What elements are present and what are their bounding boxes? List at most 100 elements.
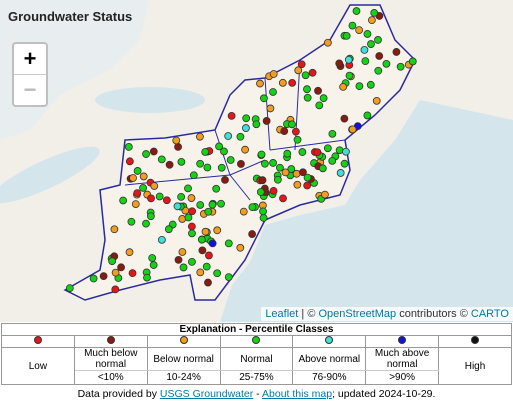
site-marker[interactable] — [119, 196, 128, 205]
site-marker[interactable] — [262, 117, 271, 125]
site-marker[interactable] — [187, 194, 196, 202]
site-marker[interactable] — [179, 263, 188, 272]
site-marker[interactable] — [256, 188, 265, 196]
site-marker[interactable] — [147, 194, 155, 203]
site-marker[interactable] — [177, 157, 186, 166]
site-marker[interactable] — [323, 144, 332, 153]
site-marker[interactable] — [363, 30, 372, 38]
site-marker[interactable] — [197, 235, 206, 244]
site-marker[interactable] — [184, 213, 193, 222]
site-marker[interactable] — [108, 257, 117, 266]
usgs-link[interactable]: USGS Groundwater — [159, 388, 254, 400]
site-marker[interactable] — [157, 235, 166, 244]
site-marker[interactable] — [204, 207, 213, 216]
site-marker[interactable] — [213, 269, 222, 278]
site-marker[interactable] — [133, 189, 142, 198]
site-marker[interactable] — [366, 80, 375, 89]
site-marker[interactable] — [111, 285, 120, 294]
site-marker[interactable] — [340, 114, 349, 123]
site-marker[interactable] — [239, 207, 248, 216]
site-marker[interactable] — [266, 104, 275, 113]
site-marker[interactable] — [198, 246, 207, 255]
site-marker[interactable] — [298, 148, 307, 156]
site-marker[interactable] — [340, 159, 349, 168]
site-marker[interactable] — [173, 202, 182, 211]
site-marker[interactable] — [252, 120, 261, 129]
site-marker[interactable] — [248, 230, 257, 238]
site-marker[interactable] — [321, 190, 329, 199]
site-marker[interactable] — [227, 111, 236, 120]
site-marker[interactable] — [291, 127, 300, 136]
site-marker[interactable] — [241, 145, 250, 154]
site-marker[interactable] — [382, 59, 391, 68]
site-marker[interactable] — [301, 71, 310, 80]
site-marker[interactable] — [188, 229, 196, 238]
site-marker[interactable] — [279, 194, 287, 203]
site-marker[interactable] — [133, 167, 142, 175]
site-marker[interactable] — [139, 172, 148, 181]
site-marker[interactable] — [297, 60, 306, 69]
site-marker[interactable] — [288, 120, 296, 129]
site-marker[interactable] — [149, 261, 158, 269]
site-marker[interactable] — [281, 168, 290, 177]
site-marker[interactable] — [174, 142, 182, 151]
site-marker[interactable] — [242, 124, 250, 132]
site-marker[interactable] — [273, 175, 282, 184]
site-marker[interactable] — [259, 214, 268, 222]
site-marker[interactable] — [260, 94, 268, 103]
site-marker[interactable] — [348, 125, 357, 134]
site-marker[interactable] — [372, 96, 381, 105]
site-marker[interactable] — [139, 184, 147, 192]
site-marker[interactable] — [348, 21, 357, 30]
site-marker[interactable] — [217, 199, 225, 208]
site-marker[interactable] — [339, 83, 348, 91]
site-marker[interactable] — [201, 148, 210, 156]
site-marker[interactable] — [65, 284, 74, 292]
site-marker[interactable] — [370, 8, 379, 17]
site-marker[interactable] — [303, 173, 312, 182]
site-marker[interactable] — [150, 182, 159, 190]
site-marker[interactable] — [220, 147, 228, 156]
site-marker[interactable] — [196, 268, 205, 277]
site-marker[interactable] — [280, 127, 289, 135]
site-marker[interactable] — [276, 163, 284, 172]
site-marker[interactable] — [111, 268, 120, 277]
site-marker[interactable] — [124, 142, 133, 151]
site-marker[interactable] — [142, 150, 150, 158]
site-marker[interactable] — [99, 272, 108, 281]
site-marker[interactable] — [217, 163, 226, 172]
site-marker[interactable] — [188, 257, 196, 266]
site-marker[interactable] — [204, 278, 212, 287]
site-marker[interactable] — [303, 93, 312, 102]
site-marker[interactable] — [293, 135, 302, 144]
site-marker[interactable] — [110, 225, 119, 234]
site-marker[interactable] — [261, 159, 269, 168]
about-link[interactable]: About this map — [262, 388, 333, 400]
site-marker[interactable] — [258, 176, 267, 185]
site-marker[interactable] — [259, 207, 267, 216]
site-marker[interactable] — [129, 174, 137, 182]
site-marker[interactable] — [89, 274, 98, 283]
site-marker[interactable] — [299, 168, 307, 177]
site-marker[interactable] — [352, 7, 361, 15]
site-marker[interactable] — [367, 40, 375, 48]
site-marker[interactable] — [131, 200, 140, 208]
site-marker[interactable] — [212, 184, 221, 193]
site-marker[interactable] — [226, 156, 235, 164]
site-marker[interactable] — [242, 114, 251, 123]
site-marker[interactable] — [205, 251, 213, 260]
site-marker[interactable] — [177, 192, 186, 201]
site-marker[interactable] — [360, 45, 369, 54]
site-marker[interactable] — [287, 165, 296, 173]
site-marker[interactable] — [288, 78, 297, 87]
site-marker[interactable] — [345, 71, 354, 80]
site-marker[interactable] — [224, 273, 233, 282]
site-marker[interactable] — [172, 136, 181, 145]
site-marker[interactable] — [125, 248, 134, 257]
site-marker[interactable] — [278, 78, 287, 87]
site-marker[interactable] — [315, 101, 324, 110]
site-marker[interactable] — [328, 156, 337, 165]
site-marker[interactable] — [335, 146, 344, 155]
site-marker[interactable] — [196, 159, 205, 168]
map[interactable]: Groundwater Status + − Leaflet | © OpenS… — [0, 0, 513, 322]
